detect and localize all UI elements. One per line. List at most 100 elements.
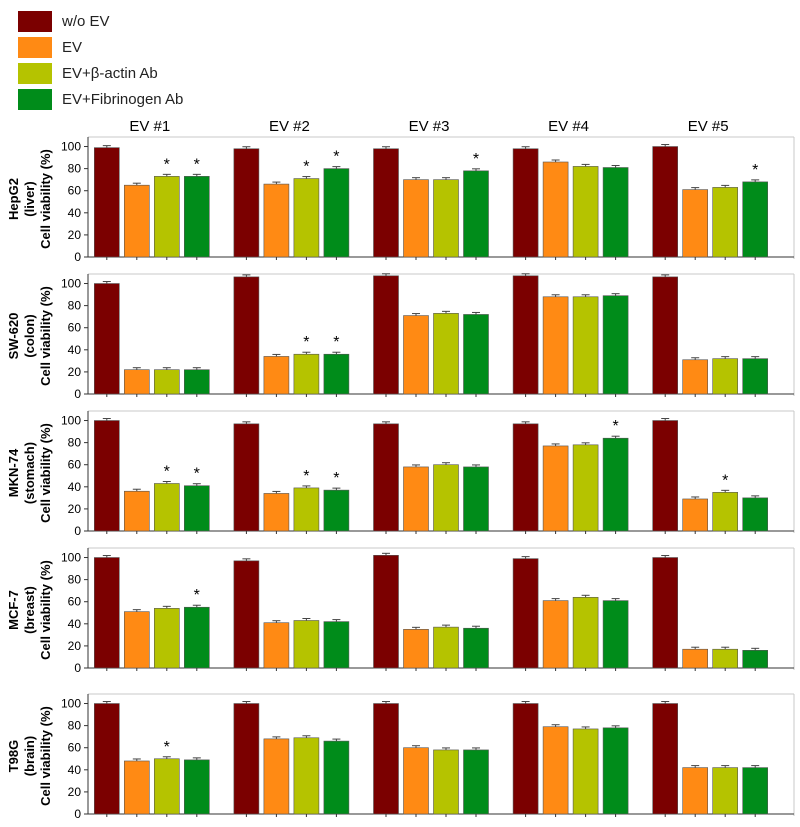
y-tick-label: 0 — [74, 807, 81, 821]
y-axis-label: (breast) — [22, 586, 37, 634]
bar — [433, 626, 459, 669]
significance-star: * — [164, 463, 170, 480]
significance-star: * — [722, 472, 728, 489]
bar — [124, 490, 150, 532]
y-axis-label: Cell viability (%) — [38, 149, 53, 249]
y-axis-label: Cell viability (%) — [38, 286, 53, 386]
y-tick-label: 0 — [74, 387, 81, 401]
bar — [682, 189, 709, 258]
bar — [572, 166, 599, 258]
y-tick-label: 20 — [68, 639, 82, 653]
bar — [433, 179, 459, 258]
bar — [263, 493, 290, 532]
bar — [263, 356, 290, 395]
y-tick-label: 80 — [68, 719, 82, 733]
bar — [572, 596, 599, 669]
y-tick-label: 60 — [68, 595, 82, 609]
bar — [403, 466, 429, 532]
bar — [233, 423, 260, 532]
bar — [652, 420, 679, 532]
bar — [293, 178, 320, 258]
bar — [154, 758, 180, 815]
bar — [263, 622, 290, 669]
significance-star: * — [194, 587, 200, 604]
bar — [602, 600, 629, 669]
column-title: EV #4 — [548, 118, 589, 135]
bar — [572, 296, 599, 395]
bar — [323, 621, 350, 669]
bar — [742, 767, 769, 815]
bar — [94, 703, 120, 815]
bar — [293, 737, 320, 815]
bar — [373, 275, 399, 395]
bar — [233, 148, 260, 258]
bar — [652, 703, 679, 815]
bar — [742, 358, 769, 395]
y-tick-label: 40 — [68, 763, 82, 777]
bar — [542, 600, 569, 669]
bar — [263, 738, 290, 815]
bar — [233, 703, 260, 815]
bar — [712, 648, 739, 669]
bar — [184, 176, 210, 258]
bar — [652, 146, 679, 258]
significance-star: * — [333, 149, 339, 166]
y-tick-label: 80 — [68, 162, 82, 176]
bar — [682, 498, 709, 532]
y-axis-label: Cell viability (%) — [38, 423, 53, 523]
y-tick-label: 20 — [68, 228, 82, 242]
y-tick-label: 20 — [68, 785, 82, 799]
legend-swatch — [18, 36, 52, 58]
bar — [184, 369, 210, 395]
y-tick-label: 80 — [68, 299, 82, 313]
bar — [433, 313, 459, 395]
bar — [154, 608, 180, 669]
y-tick-label: 40 — [68, 343, 82, 357]
bar — [94, 283, 120, 395]
bar — [712, 187, 739, 258]
legend-swatch — [18, 88, 52, 110]
y-tick-label: 0 — [74, 524, 81, 538]
bar — [154, 176, 180, 258]
legend-swatch — [18, 10, 52, 32]
column-title: EV #2 — [269, 118, 310, 135]
y-tick-label: 80 — [68, 573, 82, 587]
legend-label: EV — [62, 38, 83, 56]
y-tick-label: 100 — [61, 414, 81, 428]
bar — [572, 444, 599, 532]
column-title: EV #1 — [129, 118, 170, 135]
y-axis-label: Cell viability (%) — [38, 706, 53, 806]
bar — [373, 148, 399, 258]
bar — [542, 296, 569, 395]
y-tick-label: 100 — [61, 277, 81, 291]
column-title: EV #5 — [688, 118, 729, 135]
y-axis-label: (liver) — [22, 181, 37, 216]
bar — [712, 767, 739, 815]
bar — [682, 767, 709, 815]
bar — [373, 423, 399, 532]
bar — [184, 759, 210, 815]
column-title: EV #3 — [409, 118, 450, 135]
significance-star: * — [612, 418, 618, 435]
significance-star: * — [194, 156, 200, 173]
bar — [94, 557, 120, 669]
bar — [512, 703, 539, 815]
legend-label: EV+β-actin Ab — [62, 64, 158, 82]
y-axis-label: MKN-74 — [6, 448, 21, 497]
bar — [712, 492, 739, 532]
significance-star: * — [303, 334, 309, 351]
y-axis-label: (stomach) — [22, 442, 37, 504]
y-tick-label: 20 — [68, 365, 82, 379]
bar — [542, 726, 569, 815]
y-axis-label: (colon) — [22, 314, 37, 357]
bar — [94, 420, 120, 532]
bar — [742, 650, 769, 669]
bar — [602, 727, 629, 815]
legend-label: EV+Fibrinogen Ab — [62, 90, 184, 108]
bar — [373, 703, 399, 815]
significance-star: * — [303, 468, 309, 485]
significance-star: * — [333, 470, 339, 487]
bar — [433, 464, 459, 532]
bar — [682, 648, 709, 669]
bar — [154, 483, 180, 532]
